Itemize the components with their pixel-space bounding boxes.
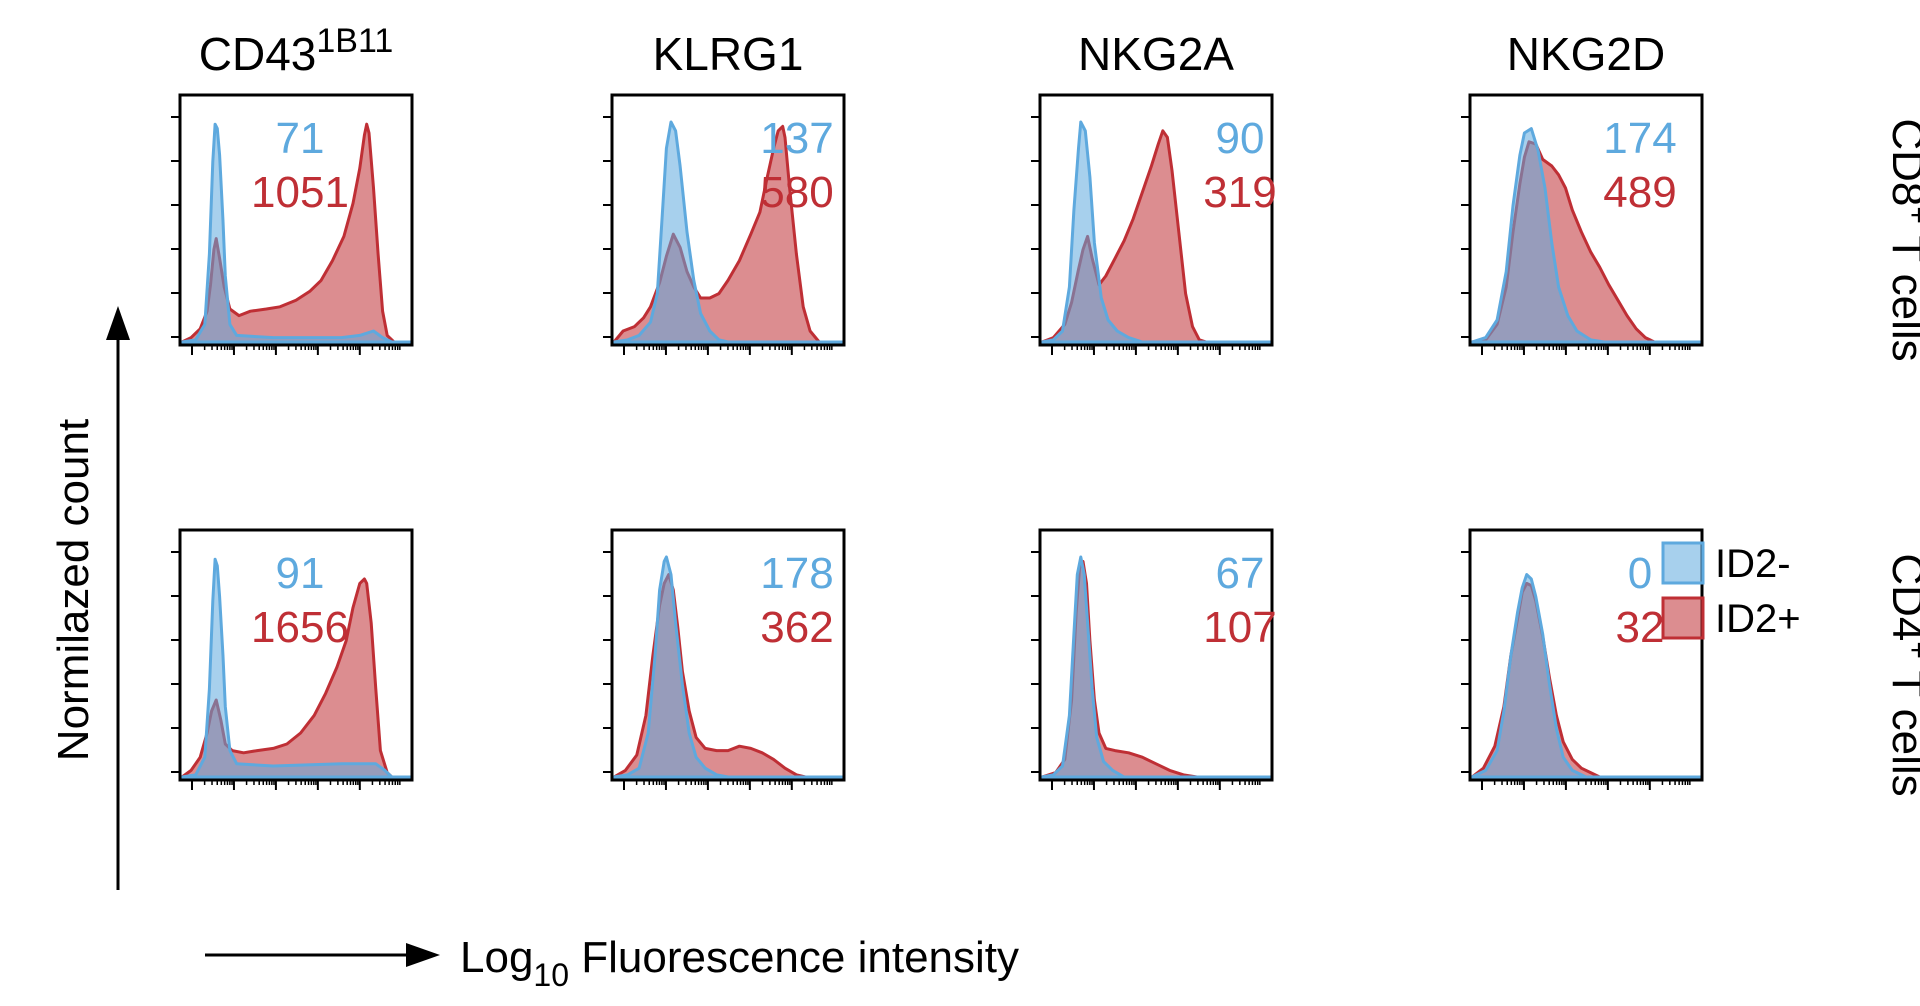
mfi-id2-positive: 32 bbox=[1616, 603, 1665, 652]
histogram-id2-negative bbox=[1040, 555, 1272, 779]
histogram-panel: 71 1051 bbox=[171, 93, 414, 355]
histogram-id2-negative bbox=[1470, 127, 1702, 344]
row-label-text: CD8+ T cells bbox=[1883, 118, 1920, 361]
mfi-id2-negative: 178 bbox=[760, 549, 833, 598]
row-label: CD4+ T cells bbox=[1883, 553, 1920, 796]
legend-label: ID2- bbox=[1715, 542, 1791, 586]
row-label-cell: CD4 bbox=[1883, 553, 1920, 641]
x-axis-label-log: Log bbox=[460, 933, 533, 982]
mfi-id2-positive: 319 bbox=[1203, 168, 1276, 217]
histogram-id2-negative bbox=[1040, 120, 1272, 344]
mfi-id2-negative: 174 bbox=[1603, 114, 1676, 163]
mfi-id2-positive: 580 bbox=[760, 168, 833, 217]
column-title-marker: KLRG1 bbox=[653, 28, 804, 80]
histogram-id2-negative bbox=[612, 555, 844, 779]
column-title: NKG2A bbox=[1078, 28, 1234, 80]
column-title-marker: CD43 bbox=[199, 28, 317, 80]
legend-label: ID2+ bbox=[1715, 597, 1801, 641]
x-axis-label-subscript: 10 bbox=[533, 957, 569, 993]
y-axis-label-group: Normilazed count bbox=[49, 419, 98, 761]
x-axis-arrow-head bbox=[406, 943, 440, 967]
row-label: CD8+ T cells bbox=[1883, 118, 1920, 361]
histogram-id2-negative bbox=[180, 122, 412, 344]
mfi-id2-positive: 362 bbox=[760, 603, 833, 652]
mfi-id2-positive: 1656 bbox=[251, 603, 349, 652]
y-axis-label: Normilazed count bbox=[49, 419, 98, 761]
y-axis-arrow-head bbox=[106, 306, 130, 340]
mfi-id2-negative: 71 bbox=[276, 114, 325, 163]
row-label-superscript: + bbox=[1902, 641, 1920, 659]
column-title: CD431B11 bbox=[199, 22, 394, 80]
legend-swatch bbox=[1661, 541, 1705, 585]
column-title-superscript: 1B11 bbox=[316, 22, 393, 60]
mfi-id2-negative: 137 bbox=[760, 114, 833, 163]
mfi-id2-positive: 1051 bbox=[251, 168, 349, 217]
column-title: KLRG1 bbox=[653, 28, 804, 80]
x-axis-label: Log10 Fluorescence intensity bbox=[460, 933, 1019, 993]
row-label-tail: T cells bbox=[1883, 659, 1920, 797]
column-title: NKG2D bbox=[1507, 28, 1665, 80]
mfi-id2-positive: 489 bbox=[1603, 168, 1676, 217]
column-title-marker: NKG2A bbox=[1078, 28, 1234, 80]
histogram-id2-negative bbox=[180, 557, 412, 779]
histogram-panel: 91 1656 bbox=[171, 528, 414, 790]
legend-swatch bbox=[1661, 596, 1705, 640]
row-label-superscript: + bbox=[1902, 206, 1920, 224]
mfi-id2-positive: 107 bbox=[1203, 603, 1276, 652]
row-label-tail: T cells bbox=[1883, 224, 1920, 362]
histogram-id2-negative bbox=[612, 120, 844, 344]
legend: ID2- ID2+ bbox=[1661, 541, 1801, 641]
mfi-id2-negative: 91 bbox=[276, 549, 325, 598]
row-label-cell: CD8 bbox=[1883, 118, 1920, 206]
mfi-id2-negative: 67 bbox=[1216, 549, 1265, 598]
row-label-text: CD4+ T cells bbox=[1883, 553, 1920, 796]
mfi-id2-negative: 90 bbox=[1216, 114, 1265, 163]
x-axis-label-tail: Fluorescence intensity bbox=[569, 933, 1019, 982]
histogram-id2-negative bbox=[1470, 573, 1702, 779]
mfi-id2-negative: 0 bbox=[1628, 549, 1652, 598]
column-title-marker: NKG2D bbox=[1507, 28, 1665, 80]
